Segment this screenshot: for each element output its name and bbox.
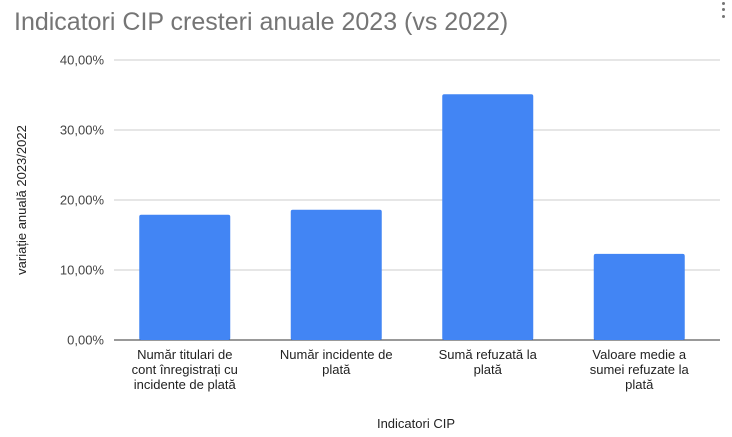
y-axis-label: variație anuală 2023/2022 <box>14 125 29 275</box>
x-tick-label-line: plată <box>625 377 654 392</box>
x-tick-label-line: plată <box>474 362 503 377</box>
more-options-icon[interactable] <box>719 0 727 20</box>
chart-title: Indicatori CIP cresteri anuale 2023 (vs … <box>14 8 509 36</box>
x-tick-label-line: plată <box>322 362 351 377</box>
x-tick-label-line: Sumă refuzată la <box>439 347 538 362</box>
y-tick-label: 10,00% <box>60 263 105 278</box>
x-tick-label: Valoare medie a sumei refuzate la plată <box>590 347 690 392</box>
y-tick-label: 40,00% <box>60 53 105 68</box>
bar[interactable] <box>139 214 231 340</box>
y-tick-label: 20,00% <box>60 193 105 208</box>
x-tick-label-line: Număr incidente de <box>280 347 393 362</box>
x-tick-label-line: Valoare medie a <box>592 347 686 362</box>
x-tick-label-line: sumei refuzate la <box>590 362 690 377</box>
y-tick-label: 30,00% <box>60 123 105 138</box>
bar[interactable] <box>442 94 534 340</box>
x-tick-label: Număr incidente de plată <box>280 347 393 377</box>
y-tick-label: 0,00% <box>67 333 104 348</box>
x-tick-label: Număr titulari de cont înregistrați cu inc… <box>132 347 238 392</box>
bar[interactable] <box>290 209 382 340</box>
x-tick-label-line: cont înregistrați cu <box>132 362 238 377</box>
x-tick-label-line: Număr titulari de <box>137 347 232 362</box>
bar[interactable] <box>593 253 685 340</box>
x-axis-label: Indicatori CIP <box>377 416 455 431</box>
x-tick-label: Sumă refuzată la plată <box>439 347 538 377</box>
x-tick-label-line: incidente de plată <box>134 377 237 392</box>
